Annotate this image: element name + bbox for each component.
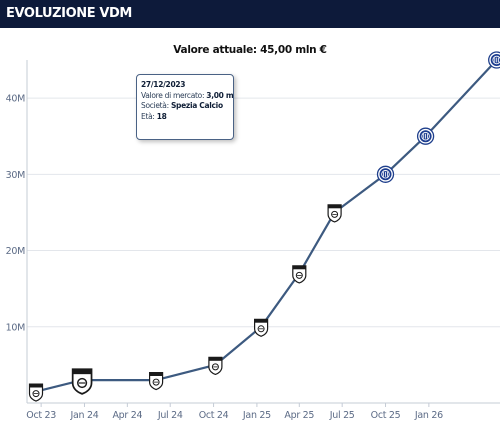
spezia-crest-shape (254, 318, 269, 337)
tooltip-age: 18 (156, 111, 167, 121)
spezia-crest-shield (71, 368, 93, 395)
spezia-crest-band (328, 204, 342, 209)
spezia-crest-marker (28, 383, 44, 402)
spezia-crest-marker (254, 318, 269, 337)
spezia-crest-shape (71, 368, 93, 395)
x-tick-label: Apr 24 (112, 410, 142, 421)
x-tick-label: Jan 25 (242, 410, 271, 421)
spezia-crest-shield (149, 372, 164, 391)
spezia-crest-shape (327, 204, 342, 223)
tooltip-age-label: Età: (141, 111, 155, 121)
inter-crest-marker (416, 127, 435, 145)
inter-crest-monogram (494, 57, 500, 63)
y-axis: 10M 20M 30M 40M (6, 60, 28, 403)
inter-crest-fill (490, 54, 500, 66)
spezia-crest-shield (327, 204, 342, 223)
spezia-crest-shield (28, 383, 44, 402)
x-tick-label: Oct 25 (371, 410, 401, 421)
inter-crest-monogram (383, 171, 388, 177)
x-tick-label: Jan 24 (69, 410, 98, 421)
spezia-crest-shape (28, 383, 44, 402)
section-title: EVOLUZIONE VDM (6, 6, 132, 21)
spezia-crest-band (292, 265, 306, 270)
series-line (35, 59, 498, 393)
spezia-crest-emblem (32, 390, 40, 398)
spezia-crest-marker (71, 368, 93, 395)
spezia-crest-marker (327, 204, 342, 223)
spezia-crest-emblem (77, 377, 88, 389)
marker-layer (28, 51, 500, 402)
spezia-crest-emblem (211, 363, 219, 371)
y-tick-label: 10M (6, 322, 25, 333)
spezia-crest-shape (292, 265, 307, 284)
x-tick-label: Jul 25 (329, 410, 355, 421)
series-line-layer (35, 59, 498, 393)
inter-crest-marker (376, 165, 395, 183)
spezia-crest-shield (208, 356, 223, 376)
tooltip-market-value: 3,00 mln € (206, 90, 234, 100)
spezia-crest-marker (292, 265, 307, 284)
spezia-crest-emblem (331, 210, 339, 218)
spezia-crest-shield (254, 318, 269, 337)
tooltip-market-value-label: Valore di mercato: (141, 90, 205, 100)
spezia-crest-band (149, 372, 163, 376)
spezia-crest-emblem (152, 378, 160, 386)
y-tick-label: 40M (6, 94, 25, 105)
inter-crest-marker (488, 51, 500, 69)
spezia-crest-shape (208, 356, 223, 376)
inter-crest-inner-ring (421, 131, 430, 141)
spezia-crest-emblem (295, 271, 303, 279)
spezia-crest-band (254, 319, 268, 323)
inter-crest-inner-ring (492, 55, 500, 65)
y-tick-label: 20M (6, 246, 25, 257)
x-tick-label: Oct 24 (199, 410, 229, 421)
spezia-crest-band (29, 384, 43, 388)
spezia-crest-marker (149, 372, 164, 391)
spezia-crest-marker (208, 356, 223, 376)
inter-crest-monogram (423, 133, 428, 139)
x-axis: Oct 23 Jan 24 Apr 24 Jul 24 Oct 24 Jan 25 Apr … (26, 402, 500, 421)
x-tick-label: Oct 23 (26, 410, 56, 421)
spezia-crest-band (208, 357, 222, 361)
section-header: EVOLUZIONE VDM (0, 0, 500, 28)
tooltip-club: Spezia Calcio (170, 101, 223, 110)
spezia-crest-band (72, 369, 92, 375)
y-tick-label: 30M (6, 170, 25, 181)
x-tick-label: Jan 26 (414, 410, 443, 421)
tooltip-club-label: Società: (141, 101, 169, 110)
chart-title: Valore attuale: 45,00 mln € (173, 44, 327, 56)
spezia-crest-shape (149, 372, 164, 391)
spezia-crest-emblem (257, 325, 265, 333)
tooltip-date: 27/12/2023 (141, 80, 186, 89)
x-tick-label: Jul 24 (157, 410, 183, 421)
inter-crest-inner-ring (381, 170, 390, 179)
data-point-tooltip: 27/12/2023 Valore di mercato: 3,00 mln €… (136, 74, 234, 140)
x-tick-label: Apr 25 (284, 410, 314, 421)
spezia-crest-shield (292, 265, 307, 284)
